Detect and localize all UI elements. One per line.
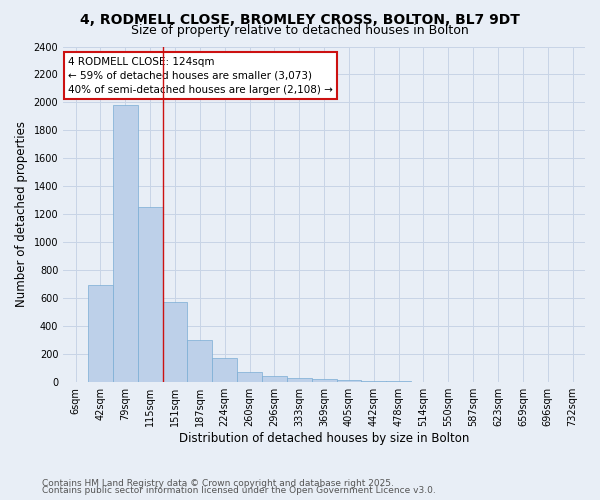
Text: Size of property relative to detached houses in Bolton: Size of property relative to detached ho… — [131, 24, 469, 37]
Text: Contains HM Land Registry data © Crown copyright and database right 2025.: Contains HM Land Registry data © Crown c… — [42, 478, 394, 488]
Bar — [88, 285, 113, 382]
Y-axis label: Number of detached properties: Number of detached properties — [15, 122, 28, 308]
Bar — [337, 380, 361, 382]
Text: 4, RODMELL CLOSE, BROMLEY CROSS, BOLTON, BL7 9DT: 4, RODMELL CLOSE, BROMLEY CROSS, BOLTON,… — [80, 12, 520, 26]
Bar — [138, 208, 163, 382]
Bar — [163, 302, 187, 382]
Bar — [386, 381, 411, 382]
Bar — [113, 105, 138, 382]
Bar — [361, 380, 386, 382]
Text: Contains public sector information licensed under the Open Government Licence v3: Contains public sector information licen… — [42, 486, 436, 495]
Text: 4 RODMELL CLOSE: 124sqm
← 59% of detached houses are smaller (3,073)
40% of semi: 4 RODMELL CLOSE: 124sqm ← 59% of detache… — [68, 56, 333, 94]
Bar — [187, 340, 212, 382]
Bar — [287, 378, 311, 382]
Bar — [212, 358, 237, 382]
Bar — [237, 372, 262, 382]
X-axis label: Distribution of detached houses by size in Bolton: Distribution of detached houses by size … — [179, 432, 469, 445]
Bar — [262, 376, 287, 382]
Bar — [311, 378, 337, 382]
